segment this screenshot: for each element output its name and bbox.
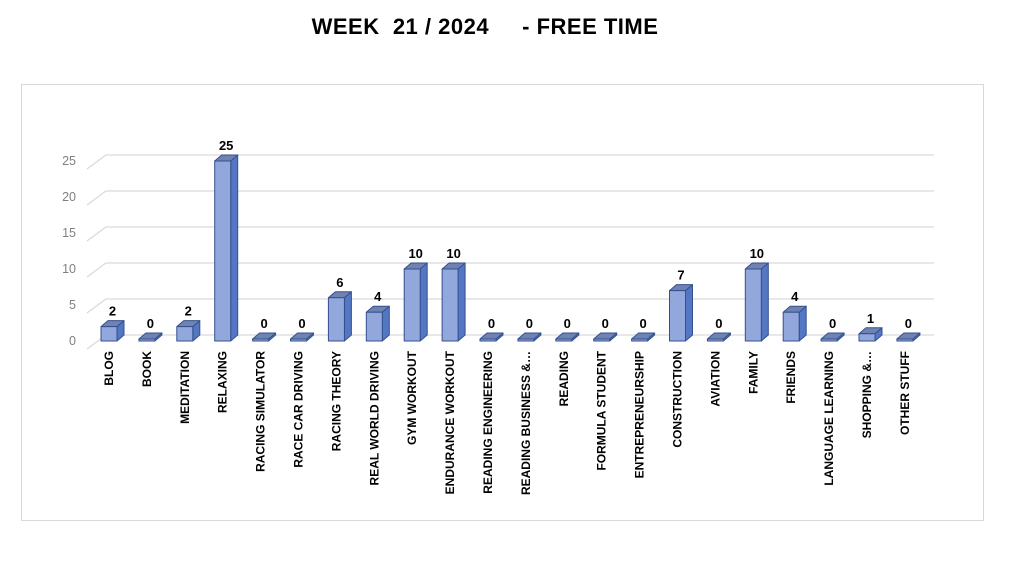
- gridline: [86, 226, 934, 242]
- gridline: [86, 298, 934, 314]
- category-label: BOOK: [140, 351, 154, 387]
- bar-data-label: 25: [219, 138, 233, 153]
- bar-data-label: 0: [602, 316, 609, 331]
- bar: [441, 268, 459, 342]
- bar-data-label: 10: [408, 246, 422, 261]
- bar: [176, 326, 194, 342]
- bar-side-face: [685, 284, 693, 342]
- bar: [820, 338, 838, 342]
- category-label: READING BUSINESS &…: [519, 351, 533, 495]
- bar: [858, 333, 876, 342]
- bar-side-face: [343, 291, 352, 342]
- bar-data-label: 0: [260, 316, 267, 331]
- bar-data-label: 6: [336, 275, 343, 290]
- bar: [782, 311, 800, 342]
- bar: [669, 290, 686, 342]
- bar: [517, 338, 535, 342]
- y-axis-tick-label: 20: [62, 190, 76, 204]
- chart-plot: 05101520252BLOG0BOOK2MEDITATION25RELAXIN…: [62, 138, 934, 495]
- bar-data-label: 7: [677, 268, 684, 283]
- bar-data-label: 2: [109, 304, 116, 319]
- category-label: ENDURANCE WORKOUT: [443, 350, 457, 494]
- bar-data-label: 0: [905, 316, 912, 331]
- bar: [365, 311, 383, 342]
- bar-data-label: 0: [147, 316, 154, 331]
- bar: [327, 297, 345, 342]
- bar-data-label: 0: [564, 316, 571, 331]
- category-label: FAMILY: [746, 351, 760, 394]
- bar-data-label: 10: [446, 246, 460, 261]
- category-label: SHOPPING &…: [860, 351, 874, 438]
- bar-side-face: [457, 262, 466, 342]
- bar: [214, 160, 232, 342]
- bar: [744, 268, 762, 342]
- bar-side-face: [760, 262, 769, 342]
- category-label: CONSTRUCTION: [671, 351, 685, 448]
- bar: [896, 338, 914, 342]
- bar-side-face: [419, 262, 428, 342]
- bar-data-label: 0: [639, 316, 646, 331]
- bar: [138, 338, 156, 342]
- category-label: RACING SIMULATOR: [254, 351, 268, 472]
- bar-data-label: 1: [867, 311, 874, 326]
- bar-side-face: [230, 154, 239, 342]
- category-label: ENTREPRENEURSHIP: [633, 351, 647, 478]
- bar: [252, 338, 270, 342]
- gridline: [86, 190, 934, 206]
- bar: [290, 338, 307, 342]
- category-label: RACE CAR DRIVING: [292, 351, 306, 468]
- category-label: OTHER STUFF: [898, 351, 912, 435]
- category-label: BLOG: [102, 351, 116, 386]
- bar-data-label: 10: [750, 246, 764, 261]
- category-label: READING ENGINEERING: [481, 351, 495, 494]
- y-axis-tick-label: 5: [69, 298, 76, 312]
- category-label: AVIATION: [708, 351, 722, 407]
- category-label: FRIENDS: [784, 351, 798, 404]
- bar: [706, 338, 724, 342]
- bar-data-label: 0: [298, 316, 305, 331]
- bar-data-label: 0: [829, 316, 836, 331]
- category-label: GYM WORKOUT: [405, 350, 419, 445]
- bar: [555, 338, 573, 342]
- y-axis-tick-label: 0: [69, 334, 76, 348]
- gridline: [86, 334, 934, 350]
- y-axis-tick-label: 15: [62, 226, 76, 240]
- bar-data-label: 0: [526, 316, 533, 331]
- y-axis-tick-label: 25: [62, 154, 76, 168]
- gridline: [86, 154, 934, 170]
- y-axis-tick-label: 10: [62, 262, 76, 276]
- chart-title: WEEK 21 / 2024 - FREE TIME: [311, 14, 659, 39]
- bar-data-label: 4: [791, 289, 799, 304]
- category-label: FORMULA STUDENT: [595, 350, 609, 470]
- bar: [631, 338, 649, 342]
- category-label: RELAXING: [216, 351, 230, 413]
- bar-data-label: 0: [715, 316, 722, 331]
- category-label: RACING THEORY: [329, 351, 343, 451]
- bar-data-label: 2: [185, 304, 192, 319]
- bar: [403, 268, 421, 342]
- category-label: LANGUAGE LEARNING: [822, 351, 836, 486]
- gridline: [86, 262, 934, 278]
- bar: [479, 338, 497, 342]
- category-label: REAL WORLD DRIVING: [367, 351, 381, 485]
- bar: [593, 338, 611, 342]
- category-label: MEDITATION: [178, 351, 192, 424]
- bar-data-label: 0: [488, 316, 495, 331]
- chart-area: 0 5 10 15 20 25 2 BLOG 0 BOOK 2 MEDITATION 25 RELAXIN…: [21, 84, 984, 521]
- bar-data-label: 4: [374, 289, 382, 304]
- category-label: READING: [557, 351, 571, 406]
- bar: [100, 326, 118, 342]
